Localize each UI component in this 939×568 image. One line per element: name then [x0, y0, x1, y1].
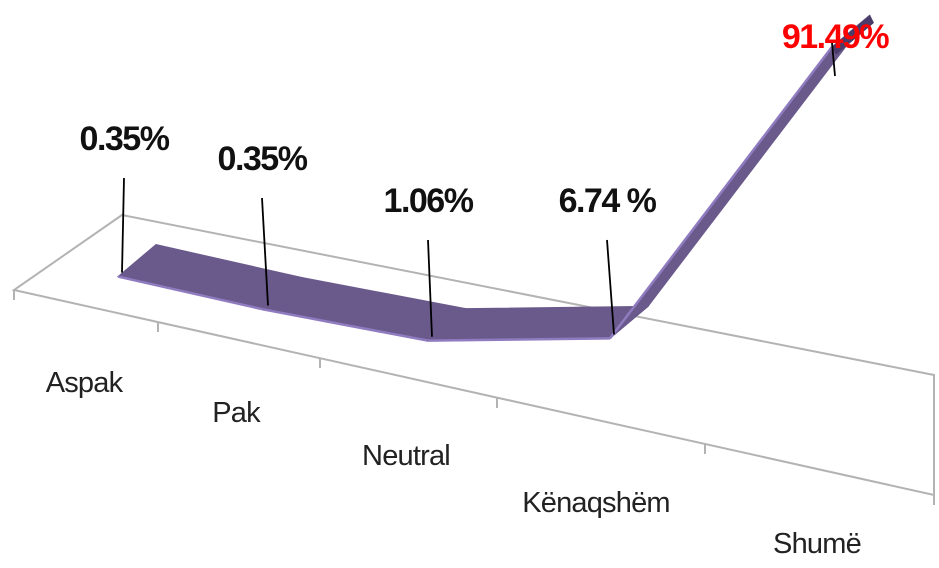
leader-line — [427, 239, 433, 337]
chart-floor — [11, 213, 935, 505]
category-label: Aspak — [46, 367, 124, 399]
category-label: Pak — [212, 397, 261, 429]
data-label: 0.35% — [80, 120, 170, 158]
leader-line — [606, 239, 615, 335]
ribbon-edge — [609, 46, 833, 340]
data-leader-lines — [121, 42, 836, 337]
data-series-ribbon — [116, 14, 874, 342]
leader-line — [121, 177, 125, 273]
data-label: 1.06% — [384, 182, 474, 220]
ribbon-end-cap — [832, 14, 874, 55]
data-label: 0.35% — [218, 140, 308, 178]
leader-line — [831, 42, 836, 77]
data-labels: 0.35% 0.35% 1.06% 6.74 % 91.49% — [80, 18, 891, 220]
data-label: 91.49% — [782, 18, 890, 56]
ribbon-edge — [263, 308, 429, 342]
category-label: Neutral — [362, 440, 450, 472]
leader-line — [261, 197, 269, 306]
category-label: Shumë — [773, 528, 861, 560]
ribbon-segment — [116, 244, 304, 311]
ribbon-segment — [609, 14, 871, 339]
category-label: Kënaqshëm — [522, 487, 670, 519]
category-axis-labels: Aspak Pak Neutral Kënaqshëm Shumë — [46, 367, 862, 560]
ribbon-edge — [117, 275, 265, 311]
ribbon-segment — [262, 277, 468, 342]
data-label: 6.74 % — [559, 182, 657, 220]
ribbon-edge — [427, 337, 611, 342]
